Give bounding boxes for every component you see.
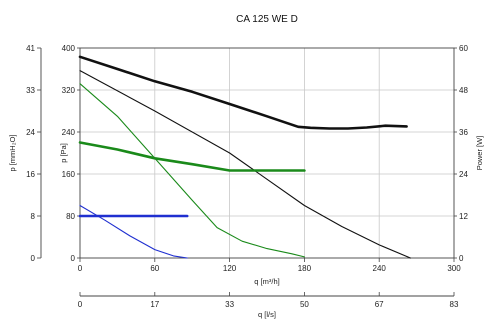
y-left-tick-label: 0: [71, 254, 76, 263]
x-secondary-tick-label: 83: [450, 300, 459, 309]
y-left-tick-label: 400: [62, 44, 76, 53]
x-tick-label: 60: [150, 264, 159, 273]
y-left-outer-tick-label: 33: [26, 86, 35, 95]
x-tick-label: 120: [223, 264, 237, 273]
chart-title: CA 125 WE D: [236, 14, 298, 25]
x-tick-label: 0: [78, 264, 83, 273]
x-secondary-tick-label: 0: [78, 300, 83, 309]
series-line-1: [78, 55, 408, 130]
y-left-tick-label: 240: [62, 128, 76, 137]
x-secondary-tick-label: 33: [225, 300, 234, 309]
y-left-outer-tick-label: 41: [26, 44, 35, 53]
x-secondary-tick-label: 17: [150, 300, 159, 309]
x-axis-secondary-title: q [l/s]: [258, 310, 276, 319]
x-tick-label: 180: [298, 264, 312, 273]
y-left-outer-tick-label: 8: [31, 212, 36, 221]
y-right-tick-label: 0: [459, 254, 464, 263]
series-line-3: [78, 141, 306, 172]
y-left-tick-label: 80: [66, 212, 75, 221]
x-secondary-tick-label: 50: [300, 300, 309, 309]
y-left-tick-label: 160: [62, 170, 76, 179]
y-axis-left-title: p [Pa]: [59, 143, 68, 163]
x-tick-label: 300: [447, 264, 461, 273]
y-left-tick-label: 320: [62, 86, 76, 95]
y-left-outer-tick-label: 0: [31, 254, 36, 263]
y-axis-right-title: Power [W]: [475, 136, 484, 171]
y-right-tick-label: 48: [459, 86, 468, 95]
series-line-2: [79, 70, 411, 259]
y-axis-left-outer-title: p [mmH₂O]: [8, 134, 17, 171]
series-line-6: [79, 204, 188, 259]
plot-frame: [79, 47, 455, 259]
y-left-outer-tick-label: 24: [26, 128, 35, 137]
x-axis-title: q [m³/h]: [254, 277, 279, 286]
x-tick-label: 240: [373, 264, 387, 273]
y-right-tick-label: 36: [459, 128, 468, 137]
series-line-4: [79, 83, 305, 258]
y-left-outer-tick-label: 16: [26, 170, 35, 179]
x-secondary-tick-label: 67: [375, 300, 384, 309]
series-lines: [78, 55, 411, 259]
y-right-tick-label: 60: [459, 44, 468, 53]
y-right-tick-label: 12: [459, 212, 468, 221]
y-right-tick-label: 24: [459, 170, 468, 179]
